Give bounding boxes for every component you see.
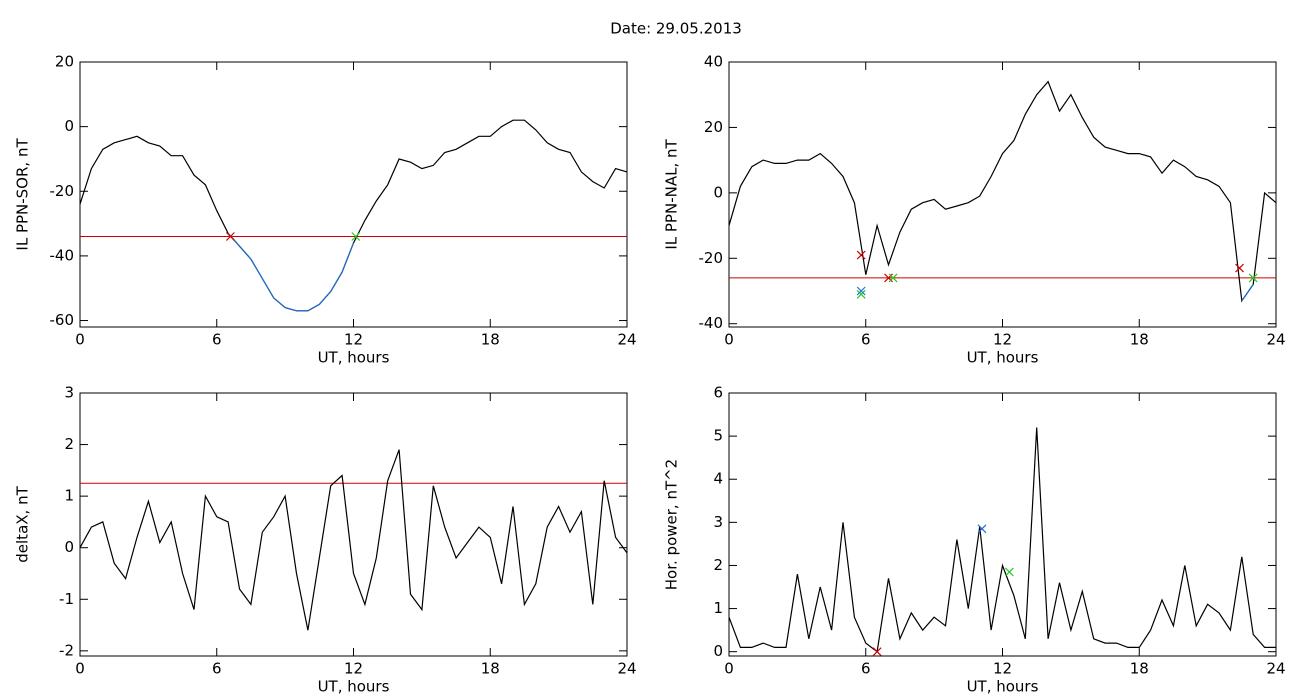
- x-tick-label: 24: [617, 660, 636, 678]
- series-line: [79, 449, 628, 631]
- cross-marker: [1248, 273, 1258, 283]
- x-tick-label: 0: [75, 660, 85, 678]
- y-axis-label: Hor. power, nT^2: [663, 459, 681, 590]
- x-axis-label: UT, hours: [967, 678, 1039, 696]
- y-tick-label: 0: [64, 538, 74, 556]
- cross-marker: [1004, 567, 1014, 577]
- y-tick-label: -60: [50, 311, 75, 329]
- x-tick-label: 18: [481, 660, 500, 678]
- x-tick-label: 6: [212, 331, 222, 349]
- series-line: [227, 232, 355, 312]
- series-line: [728, 80, 1277, 303]
- y-tick-label: 20: [704, 118, 723, 136]
- y-tick-label: -40: [50, 246, 75, 264]
- cross-marker: [856, 289, 866, 299]
- y-tick-label: 2: [64, 435, 74, 453]
- y-tick-label: 4: [713, 470, 723, 488]
- x-axis-label: UT, hours: [967, 349, 1039, 367]
- cross-marker: [888, 273, 898, 283]
- x-tick-label: 24: [617, 331, 636, 349]
- x-axis-label: UT, hours: [318, 678, 390, 696]
- cross-marker: [977, 524, 987, 534]
- x-tick-label: 18: [1130, 331, 1149, 349]
- x-tick-label: 6: [861, 660, 871, 678]
- y-tick-label: 0: [713, 183, 723, 201]
- x-axis-label: UT, hours: [318, 349, 390, 367]
- cross-marker: [872, 647, 882, 657]
- y-tick-label: 1: [713, 599, 723, 617]
- x-tick-label: 24: [1266, 331, 1285, 349]
- cross-marker: [856, 250, 866, 260]
- y-tick-label: -2: [59, 641, 74, 659]
- x-tick-label: 0: [724, 331, 734, 349]
- cross-marker: [226, 232, 235, 241]
- x-tick-label: 18: [481, 331, 500, 349]
- y-tick-label: 40: [704, 53, 723, 71]
- y-tick-label: -40: [699, 314, 724, 332]
- y-tick-label: -1: [59, 590, 74, 608]
- y-tick-label: 3: [64, 384, 74, 402]
- cross-marker: [1235, 263, 1244, 273]
- x-tick-label: 24: [1266, 660, 1285, 678]
- series-line: [1241, 284, 1254, 302]
- x-tick-label: 0: [75, 331, 85, 349]
- y-tick-label: 0: [713, 642, 723, 660]
- x-tick-label: 12: [993, 660, 1012, 678]
- x-tick-label: 18: [1130, 660, 1149, 678]
- y-tick-label: 6: [713, 384, 723, 402]
- y-tick-label: 20: [55, 53, 74, 71]
- y-tick-label: 0: [64, 117, 74, 135]
- figure-title: Date: 29.05.2013: [610, 20, 742, 38]
- y-tick-label: -20: [699, 249, 724, 267]
- x-tick-label: 12: [993, 331, 1012, 349]
- x-tick-label: 12: [344, 331, 363, 349]
- series-line: [728, 427, 1276, 653]
- y-tick-label: 2: [713, 556, 723, 574]
- cross-marker: [351, 232, 361, 241]
- y-tick-label: 5: [713, 427, 723, 445]
- x-tick-label: 12: [344, 660, 363, 678]
- y-tick-label: 1: [64, 487, 74, 505]
- y-axis-label: IL PPN-NAL, nT: [663, 139, 681, 250]
- x-tick-label: 6: [861, 331, 871, 349]
- y-tick-label: 3: [713, 513, 723, 531]
- x-tick-label: 6: [212, 660, 222, 678]
- y-tick-label: -20: [50, 182, 75, 200]
- cross-marker: [856, 286, 866, 296]
- y-axis-label: deltaX, nT: [14, 485, 32, 562]
- x-tick-label: 0: [724, 660, 734, 678]
- y-axis-label: IL PPN-SOR, nT: [14, 138, 32, 251]
